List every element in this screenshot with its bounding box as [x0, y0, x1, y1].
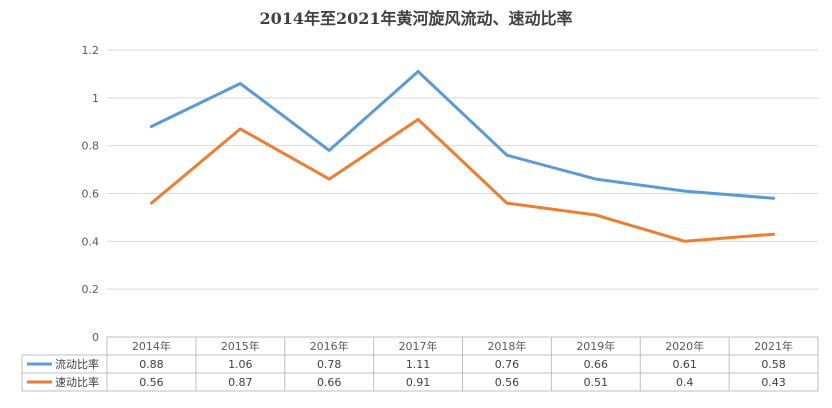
x-tick-label: 2019年 [576, 339, 615, 353]
x-tick-label: 2017年 [399, 339, 438, 353]
gridlines [107, 49, 818, 290]
x-tick-label: 2020年 [665, 339, 704, 353]
x-tick-label: 2021年 [754, 339, 793, 353]
data-label: 1.06 [228, 358, 253, 371]
x-tick-label: 2016年 [310, 339, 349, 353]
data-label: 0.91 [406, 376, 431, 389]
x-tick-label: 2018年 [487, 339, 526, 353]
data-label: 0.51 [584, 376, 609, 389]
series-line-1 [149, 117, 776, 243]
data-label: 0.76 [495, 358, 520, 371]
data-label: 0.43 [761, 376, 786, 389]
data-label: 0.58 [761, 358, 786, 371]
data-label: 0.87 [228, 376, 253, 389]
y-tick-label: 1 [92, 92, 99, 105]
x-tick-label: 2015年 [221, 339, 260, 353]
series-line-0 [149, 70, 776, 200]
data-label: 0.4 [676, 376, 694, 389]
legend-label: 流动比率 [55, 357, 99, 371]
y-tick-label: 0 [92, 331, 99, 344]
y-tick-label: 0.6 [82, 188, 100, 201]
x-tick-label: 2014年 [132, 339, 171, 353]
data-label: 0.56 [139, 376, 164, 389]
data-label: 0.66 [317, 376, 342, 389]
data-label: 0.66 [584, 358, 609, 371]
y-tick-label: 0.2 [82, 283, 100, 296]
y-tick-label: 0.8 [82, 140, 100, 153]
series-lines [149, 70, 776, 243]
data-label: 0.88 [139, 358, 164, 371]
data-table: 2014年 2015年 2016年 2017年 2018年 2019年 2020年 2021年… [21, 336, 819, 392]
legend-label: 速动比率 [55, 375, 99, 389]
data-label: 1.11 [406, 358, 431, 371]
data-label: 0.78 [317, 358, 342, 371]
chart-title: 2014年至2021年黄河旋风流动、速动比率 [259, 9, 572, 28]
y-tick-label: 1.2 [82, 44, 100, 57]
data-label: 0.56 [495, 376, 520, 389]
y-tick-label: 0.4 [82, 235, 100, 248]
y-axis-ticks: 0 0.2 0.4 0.6 0.8 1 1.2 [82, 44, 100, 344]
data-label: 0.61 [672, 358, 697, 371]
